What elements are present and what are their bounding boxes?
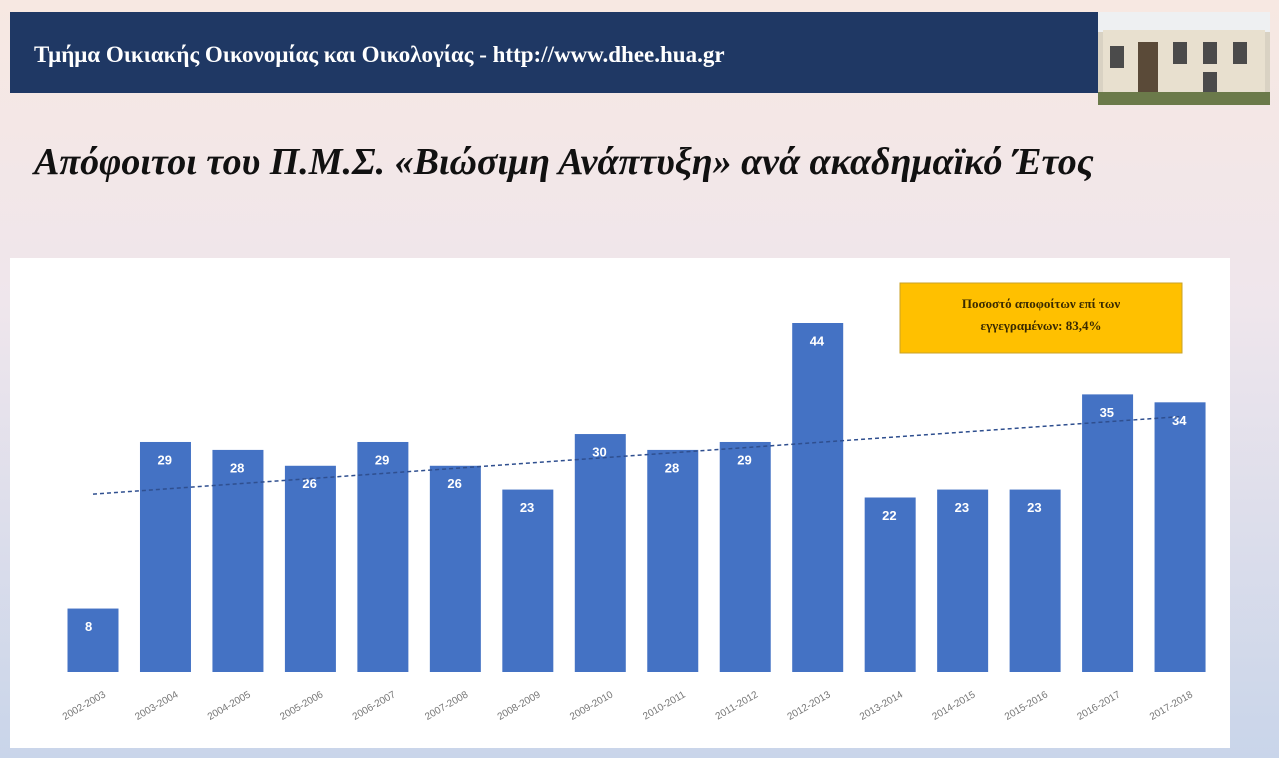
bar bbox=[429, 465, 481, 672]
value-label: 44 bbox=[810, 333, 825, 348]
value-label: 29 bbox=[157, 452, 171, 467]
bar bbox=[139, 441, 191, 672]
annotation-text: Ποσοστό αποφοίτων επί των bbox=[962, 296, 1121, 311]
bar bbox=[284, 465, 336, 672]
value-label: 8 bbox=[85, 619, 92, 634]
bar bbox=[719, 441, 771, 672]
value-label: 29 bbox=[737, 452, 751, 467]
value-label: 22 bbox=[882, 508, 896, 523]
bar bbox=[864, 497, 916, 672]
header-band: Τμήμα Οικιακής Οικονομίας και Οικολογίας… bbox=[10, 12, 1098, 93]
value-label: 26 bbox=[447, 476, 461, 491]
header-title: Τμήμα Οικιακής Οικονομίας και Οικολογίας… bbox=[34, 42, 725, 67]
value-label: 30 bbox=[592, 444, 606, 459]
value-label: 35 bbox=[1100, 405, 1114, 420]
value-label: 23 bbox=[1027, 500, 1041, 515]
value-label: 29 bbox=[375, 452, 389, 467]
value-label: 26 bbox=[302, 476, 316, 491]
bar bbox=[1009, 489, 1061, 672]
bar bbox=[937, 489, 989, 672]
bar bbox=[212, 449, 264, 672]
bar bbox=[67, 608, 119, 672]
value-label: 23 bbox=[955, 500, 969, 515]
annotation-box bbox=[899, 282, 1183, 354]
bar bbox=[792, 323, 844, 672]
bar bbox=[647, 449, 699, 672]
bar bbox=[574, 434, 626, 672]
bar bbox=[357, 441, 409, 672]
bar bbox=[502, 489, 554, 672]
value-label: 28 bbox=[665, 460, 679, 475]
value-label: 23 bbox=[520, 500, 534, 515]
building-image bbox=[1098, 12, 1270, 105]
slide-title: Απόφοιτοι του Π.Μ.Σ. «Βιώσιμη Ανάπτυξη» … bbox=[34, 141, 1094, 183]
bar bbox=[1154, 402, 1206, 672]
value-label: 28 bbox=[230, 460, 244, 475]
chart: 82002-2003292003-2004282004-2005262005-2… bbox=[10, 258, 1230, 748]
annotation-text: εγγεγραμένων: 83,4% bbox=[981, 318, 1102, 333]
value-label: 34 bbox=[1172, 413, 1187, 428]
bar bbox=[1082, 394, 1134, 672]
